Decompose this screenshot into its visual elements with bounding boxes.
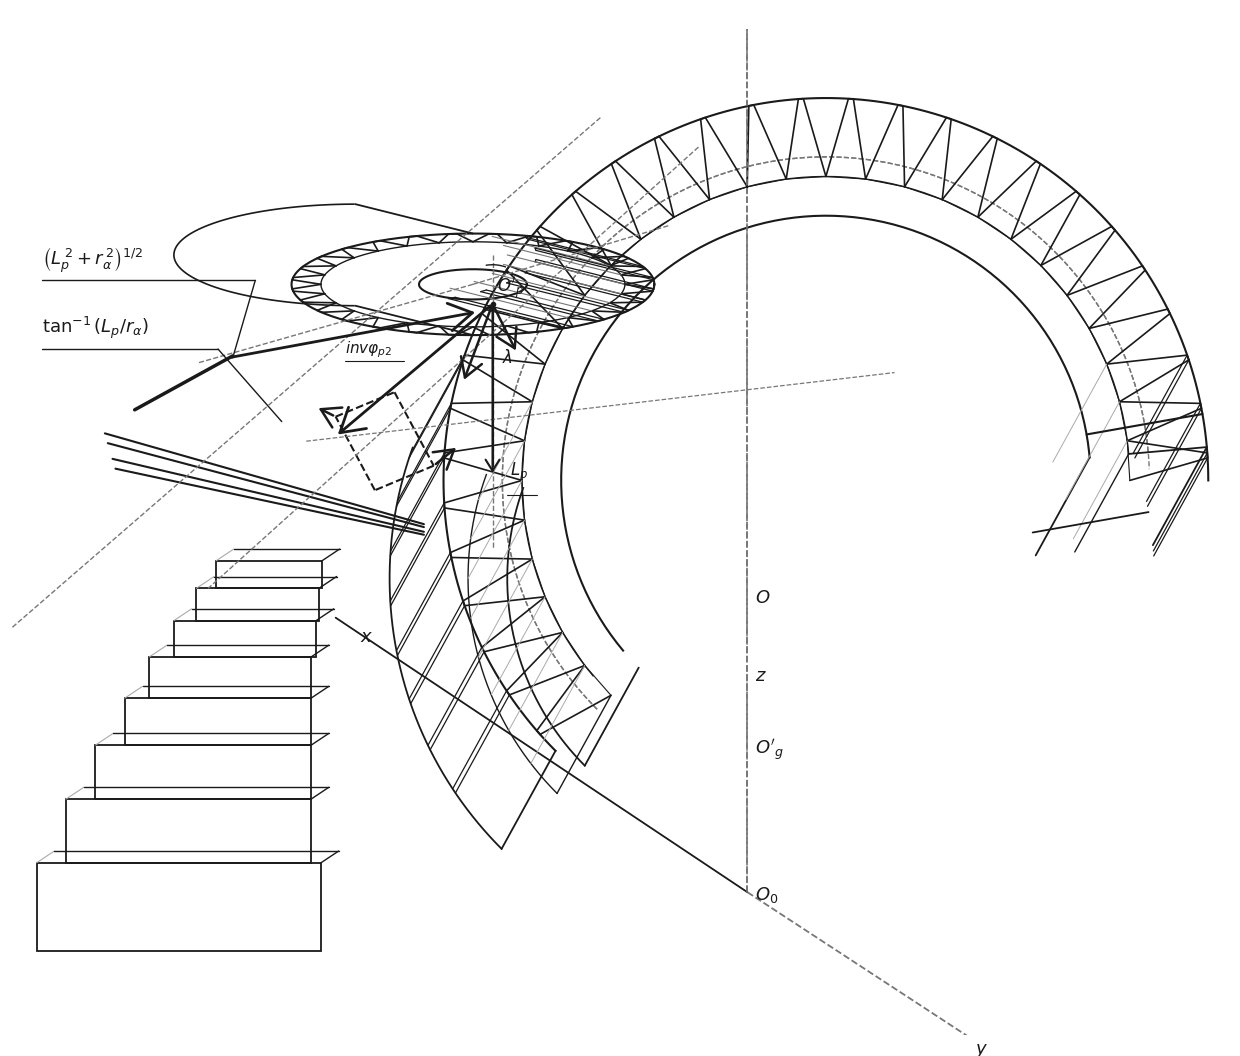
Bar	[37, 863, 321, 951]
Text: $O'_g$: $O'_g$	[755, 738, 785, 763]
Text: $\tan^{-1}(L_p/r_{\alpha})$: $\tan^{-1}(L_p/r_{\alpha})$	[41, 315, 149, 341]
Bar	[125, 698, 311, 746]
Bar	[95, 746, 311, 799]
Text: $L_p$: $L_p$	[510, 460, 528, 484]
Text: $z$: $z$	[755, 667, 768, 685]
Bar	[66, 799, 311, 863]
Text: $O$: $O$	[755, 589, 771, 607]
Text: $O'_p$: $O'_p$	[497, 276, 525, 301]
Bar	[174, 621, 316, 657]
Text: $inv\varphi_{p2}$: $inv\varphi_{p2}$	[346, 339, 393, 360]
Text: $O_0$: $O_0$	[755, 885, 779, 905]
Text: $\lambda$: $\lambda$	[502, 348, 513, 366]
Bar	[216, 561, 322, 588]
Text: $y$: $y$	[975, 1042, 988, 1056]
Text: $\left(L_p^{\,2}+r_{\alpha}^{\,2}\right)^{1/2}$: $\left(L_p^{\,2}+r_{\alpha}^{\,2}\right)…	[41, 245, 143, 275]
Bar	[196, 588, 319, 621]
Bar	[149, 657, 311, 698]
Text: $x$: $x$	[360, 628, 373, 646]
